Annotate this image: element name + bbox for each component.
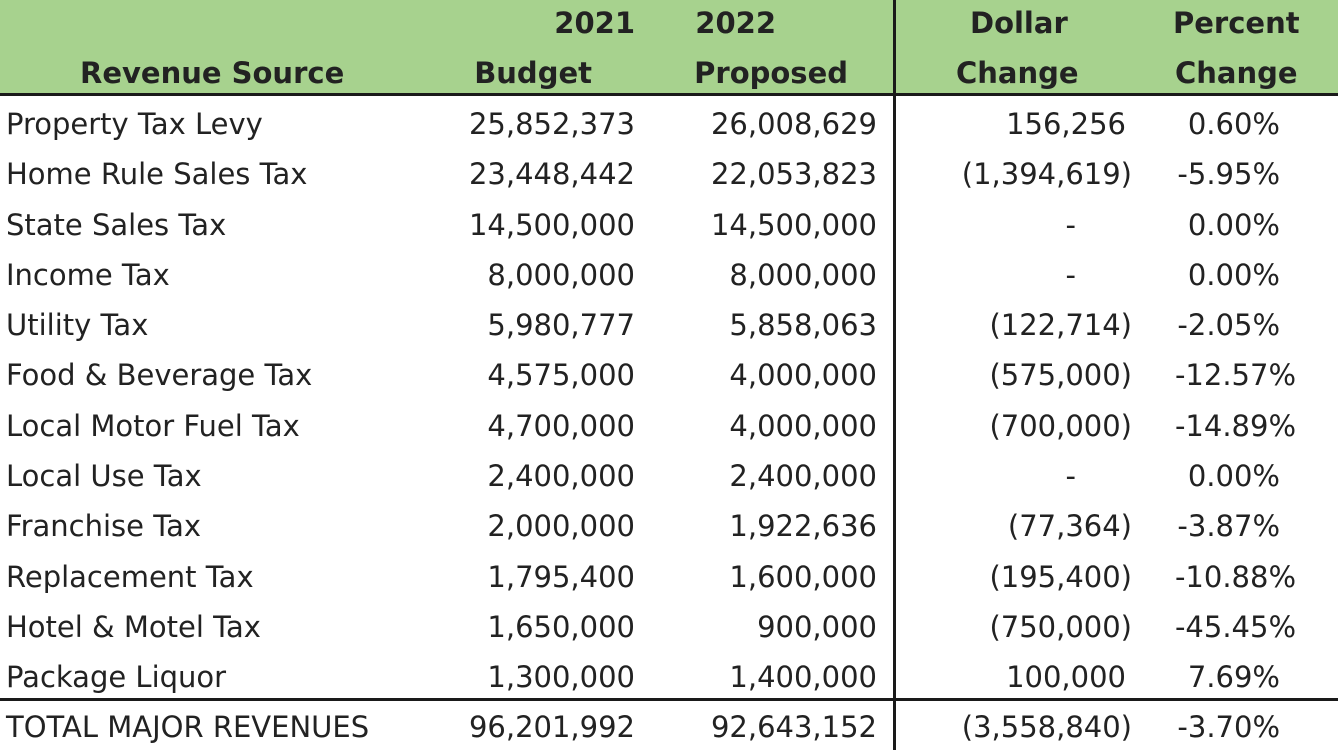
table-row: Local Motor Fuel Tax 4,700,000 4,000,000…: [0, 401, 1338, 451]
revenue-source-cell: Food & Beverage Tax: [6, 358, 313, 393]
header-2022-year: 2022: [695, 6, 776, 40]
budget-2021-cell: 1,795,400: [487, 559, 635, 594]
proposed-2022-cell: 26,008,629: [710, 107, 877, 141]
proposed-2022-cell: 1,400,000: [729, 660, 877, 695]
percent-change-cell: -2.05%: [1177, 308, 1280, 343]
proposed-2022-cell: 8,000,000: [729, 257, 877, 292]
proposed-2022-cell: 1,600,000: [729, 559, 877, 594]
header-revenue-source: Revenue Source: [80, 56, 345, 90]
total-divider: [0, 698, 1338, 701]
table-row: Food & Beverage Tax 4,575,000 4,000,000 …: [0, 350, 1338, 400]
budget-2021-cell: 2,400,000: [487, 459, 635, 494]
table-row: Utility Tax 5,980,777 5,858,063 (122,714…: [0, 300, 1338, 350]
header-2021-budget: Budget: [474, 56, 592, 90]
proposed-2022-cell: 22,053,823: [710, 157, 877, 192]
budget-2021-cell: 8,000,000: [487, 257, 635, 292]
header-2021-year: 2021: [554, 6, 635, 40]
table-header: Revenue Source 2021 Budget 2022 Proposed…: [0, 0, 1338, 96]
header-dollar: Dollar: [970, 6, 1068, 40]
percent-change-cell: 0.00%: [1187, 257, 1280, 292]
dollar-change-cell: (575,000): [989, 358, 1132, 393]
percent-change-cell: -14.89%: [1174, 408, 1296, 443]
total-proposed-2022: 92,643,152: [710, 710, 877, 744]
percent-change-cell: 0.00%: [1187, 207, 1280, 242]
revenue-source-cell: Hotel & Motel Tax: [6, 609, 261, 644]
column-divider: [893, 0, 896, 750]
percent-change-cell: -12.57%: [1174, 358, 1296, 393]
percent-change-cell: 7.69%: [1187, 660, 1280, 695]
proposed-2022-cell: 2,400,000: [729, 459, 877, 494]
table-row: Hotel & Motel Tax 1,650,000 900,000 (750…: [0, 602, 1338, 652]
budget-2021-cell: 1,650,000: [487, 609, 635, 644]
dollar-change-cell: -: [1065, 207, 1076, 242]
percent-change-cell: -45.45%: [1174, 609, 1296, 644]
revenue-source-cell: Franchise Tax: [6, 509, 202, 544]
dollar-change-cell: (77,364): [1007, 509, 1132, 544]
dollar-change-cell: (750,000): [989, 609, 1132, 644]
total-row: TOTAL MAJOR REVENUES 96,201,992 92,643,1…: [0, 701, 1338, 750]
percent-change-cell: -3.87%: [1177, 509, 1280, 544]
dollar-change-cell: -: [1065, 257, 1076, 292]
revenue-source-cell: Utility Tax: [6, 308, 149, 343]
header-percent: Percent: [1173, 6, 1300, 40]
percent-change-cell: 0.60%: [1187, 107, 1280, 141]
budget-2021-cell: 23,448,442: [468, 157, 635, 192]
budget-2021-cell: 1,300,000: [487, 660, 635, 695]
revenue-source-cell: State Sales Tax: [6, 207, 227, 242]
total-label: TOTAL MAJOR REVENUES: [6, 710, 370, 744]
budget-2021-cell: 2,000,000: [487, 509, 635, 544]
table-row: Property Tax Levy 25,852,373 26,008,629 …: [0, 99, 1338, 149]
dollar-change-cell: -: [1065, 459, 1076, 494]
budget-2021-cell: 5,980,777: [487, 308, 635, 343]
proposed-2022-cell: 900,000: [757, 609, 877, 644]
total-percent-change: -3.70%: [1177, 710, 1280, 744]
table-row: Package Liquor 1,300,000 1,400,000 100,0…: [0, 652, 1338, 702]
percent-change-cell: 0.00%: [1187, 459, 1280, 494]
percent-change-cell: -10.88%: [1174, 559, 1296, 594]
dollar-change-cell: (700,000): [989, 408, 1132, 443]
budget-2021-cell: 4,575,000: [487, 358, 635, 393]
total-dollar-change: (3,558,840): [961, 710, 1132, 744]
revenue-source-cell: Local Use Tax: [6, 459, 202, 494]
dollar-change-cell: 156,256: [1006, 107, 1126, 141]
proposed-2022-cell: 4,000,000: [729, 358, 877, 393]
budget-2021-cell: 4,700,000: [487, 408, 635, 443]
revenue-source-cell: Package Liquor: [6, 660, 227, 695]
proposed-2022-cell: 14,500,000: [710, 207, 877, 242]
header-dollar-change: Change: [956, 56, 1079, 90]
revenue-source-cell: Local Motor Fuel Tax: [6, 408, 300, 443]
proposed-2022-cell: 1,922,636: [729, 509, 877, 544]
table-row: Home Rule Sales Tax 23,448,442 22,053,82…: [0, 149, 1338, 199]
revenue-source-cell: Home Rule Sales Tax: [6, 157, 308, 192]
table-row: Income Tax 8,000,000 8,000,000 - 0.00%: [0, 250, 1338, 300]
revenue-source-cell: Property Tax Levy: [6, 107, 263, 141]
table-row: Local Use Tax 2,400,000 2,400,000 - 0.00…: [0, 451, 1338, 501]
dollar-change-cell: (195,400): [989, 559, 1132, 594]
table-row: State Sales Tax 14,500,000 14,500,000 - …: [0, 200, 1338, 250]
proposed-2022-cell: 5,858,063: [729, 308, 877, 343]
revenue-source-cell: Income Tax: [6, 257, 170, 292]
budget-2021-cell: 14,500,000: [468, 207, 635, 242]
header-percent-change: Change: [1175, 56, 1298, 90]
budget-2021-cell: 25,852,373: [468, 107, 635, 141]
dollar-change-cell: (122,714): [989, 308, 1132, 343]
dollar-change-cell: 100,000: [1006, 660, 1126, 695]
header-2022-proposed: Proposed: [694, 56, 848, 90]
table-row: Franchise Tax 2,000,000 1,922,636 (77,36…: [0, 501, 1338, 551]
table-body: Property Tax Levy 25,852,373 26,008,629 …: [0, 99, 1338, 703]
table-row: Replacement Tax 1,795,400 1,600,000 (195…: [0, 552, 1338, 602]
total-budget-2021: 96,201,992: [468, 710, 635, 744]
proposed-2022-cell: 4,000,000: [729, 408, 877, 443]
dollar-change-cell: (1,394,619): [961, 157, 1132, 192]
revenue-source-cell: Replacement Tax: [6, 559, 254, 594]
percent-change-cell: -5.95%: [1177, 157, 1280, 192]
